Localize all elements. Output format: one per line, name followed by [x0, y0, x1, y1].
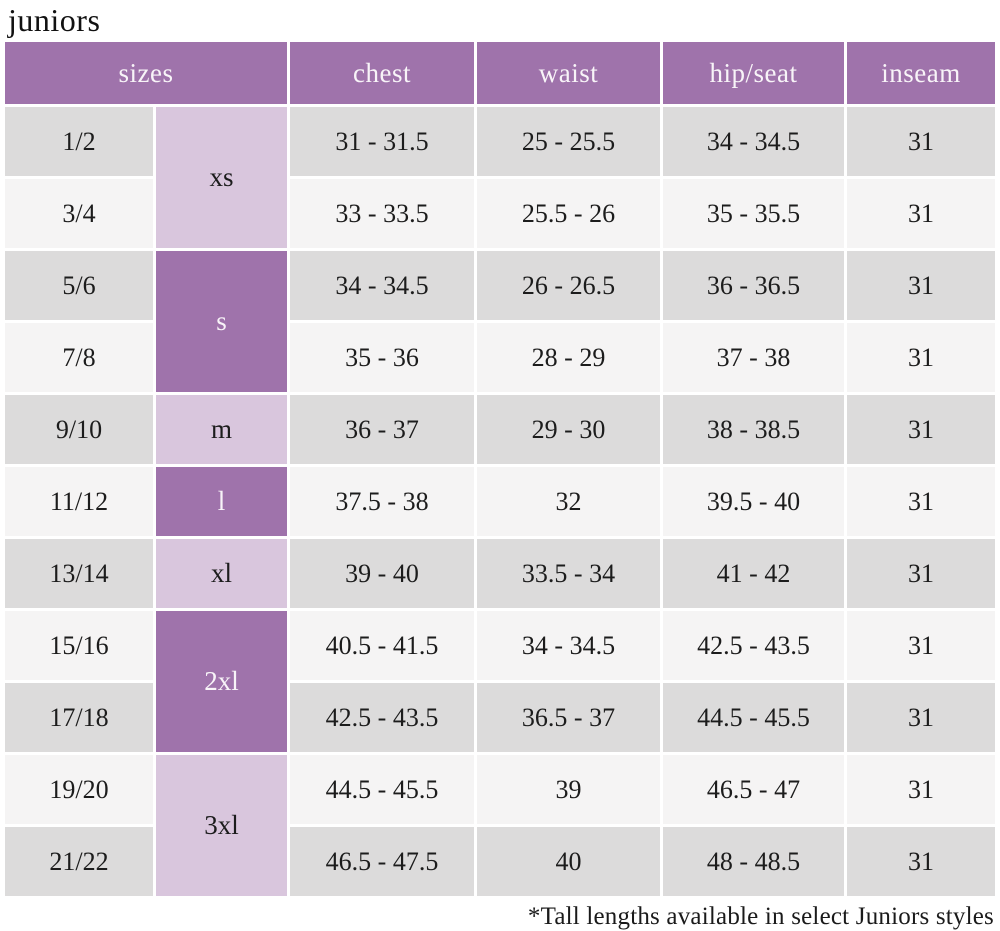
size-letter-cell: m [156, 395, 288, 464]
hip-seat-cell: 41 - 42 [663, 539, 845, 608]
size-number-cell: 7/8 [5, 323, 153, 392]
size-number-cell: 11/12 [5, 467, 153, 536]
size-number-cell: 5/6 [5, 251, 153, 320]
column-header-chest: chest [290, 42, 475, 104]
size-table-body: 1/2 xs 31 - 31.5 25 - 25.5 34 - 34.5 31 3/4 33 … [5, 107, 996, 896]
page-title: juniors [8, 2, 101, 38]
table-row: 7/8 35 - 36 28 - 29 37 - 38 31 [5, 323, 996, 392]
size-number-cell: 3/4 [5, 179, 153, 248]
chest-cell: 46.5 - 47.5 [290, 827, 475, 896]
table-row: 1/2 xs 31 - 31.5 25 - 25.5 34 - 34.5 31 [5, 107, 996, 248]
waist-cell: 32 [477, 467, 661, 536]
waist-cell: 28 - 29 [477, 323, 661, 392]
inseam-cell: 31 [847, 539, 996, 608]
column-header-waist: waist [477, 42, 661, 104]
waist-cell: 39 [477, 755, 661, 824]
waist-cell: 26 - 26.5 [477, 251, 661, 320]
hip-seat-cell: 48 - 48.5 [663, 827, 845, 896]
inseam-cell: 31 [847, 611, 996, 680]
size-letter-cell: 2xl [156, 611, 288, 752]
column-header-inseam: inseam [847, 42, 996, 104]
size-letter-cell: s [156, 251, 288, 392]
waist-cell: 33.5 - 34 [477, 539, 661, 608]
hip-seat-cell: 36 - 36.5 [663, 251, 845, 320]
chest-cell: 37.5 - 38 [290, 467, 475, 536]
hip-seat-cell: 34 - 34.5 [663, 107, 845, 176]
chest-cell: 39 - 40 [290, 539, 475, 608]
waist-cell: 40 [477, 827, 661, 896]
inseam-cell: 31 [847, 683, 996, 752]
chest-cell: 36 - 37 [290, 395, 475, 464]
table-row: 19/20 3xl 44.5 - 45.5 39 46.5 - 47 31 [5, 755, 996, 896]
hip-seat-cell: 44.5 - 45.5 [663, 683, 845, 752]
table-row: 5/6 s 34 - 34.5 26 - 26.5 36 - 36.5 31 [5, 251, 996, 392]
hip-seat-cell: 37 - 38 [663, 323, 845, 392]
inseam-cell: 31 [847, 755, 996, 824]
waist-cell: 25.5 - 26 [477, 179, 661, 248]
table-row: 15/16 2xl 40.5 - 41.5 34 - 34.5 42.5 - 43.5 3… [5, 611, 996, 752]
inseam-cell: 31 [847, 395, 996, 464]
inseam-cell: 31 [847, 467, 996, 536]
size-number-cell: 13/14 [5, 539, 153, 608]
chest-cell: 31 - 31.5 [290, 107, 475, 176]
size-number-cell: 9/10 [5, 395, 153, 464]
footnote: *Tall lengths available in select Junior… [527, 903, 994, 930]
size-chart-table: sizes chest waist hip/seat inseam 1/2 xs 3… [2, 39, 998, 899]
table-row: 21/22 46.5 - 47.5 40 48 - 48.5 31 [5, 827, 996, 896]
hip-seat-cell: 42.5 - 43.5 [663, 611, 845, 680]
table-row: 11/12 l 37.5 - 38 32 39.5 - 40 31 [5, 467, 996, 536]
hip-seat-cell: 38 - 38.5 [663, 395, 845, 464]
chest-cell: 40.5 - 41.5 [290, 611, 475, 680]
table-row: 13/14 xl 39 - 40 33.5 - 34 41 - 42 31 [5, 539, 996, 608]
inseam-cell: 31 [847, 323, 996, 392]
hip-seat-cell: 39.5 - 40 [663, 467, 845, 536]
waist-cell: 34 - 34.5 [477, 611, 661, 680]
size-letter-cell: l [156, 467, 288, 536]
size-number-cell: 17/18 [5, 683, 153, 752]
column-header-sizes: sizes [5, 42, 288, 104]
size-letter-cell: 3xl [156, 755, 288, 896]
chest-cell: 44.5 - 45.5 [290, 755, 475, 824]
size-number-cell: 21/22 [5, 827, 153, 896]
chest-cell: 42.5 - 43.5 [290, 683, 475, 752]
chest-cell: 34 - 34.5 [290, 251, 475, 320]
chest-cell: 35 - 36 [290, 323, 475, 392]
chest-cell: 33 - 33.5 [290, 179, 475, 248]
header-row: sizes chest waist hip/seat inseam [5, 42, 996, 104]
table-row: 17/18 42.5 - 43.5 36.5 - 37 44.5 - 45.5 31 [5, 683, 996, 752]
hip-seat-cell: 35 - 35.5 [663, 179, 845, 248]
table-row: 9/10 m 36 - 37 29 - 30 38 - 38.5 31 [5, 395, 996, 464]
size-letter-cell: xl [156, 539, 288, 608]
column-header-hip-seat: hip/seat [663, 42, 845, 104]
waist-cell: 36.5 - 37 [477, 683, 661, 752]
inseam-cell: 31 [847, 251, 996, 320]
size-number-cell: 15/16 [5, 611, 153, 680]
size-letter-cell: xs [156, 107, 288, 248]
size-number-cell: 19/20 [5, 755, 153, 824]
waist-cell: 25 - 25.5 [477, 107, 661, 176]
inseam-cell: 31 [847, 107, 996, 176]
hip-seat-cell: 46.5 - 47 [663, 755, 845, 824]
inseam-cell: 31 [847, 827, 996, 896]
table-row: 3/4 33 - 33.5 25.5 - 26 35 - 35.5 31 [5, 179, 996, 248]
size-number-cell: 1/2 [5, 107, 153, 176]
waist-cell: 29 - 30 [477, 395, 661, 464]
inseam-cell: 31 [847, 179, 996, 248]
